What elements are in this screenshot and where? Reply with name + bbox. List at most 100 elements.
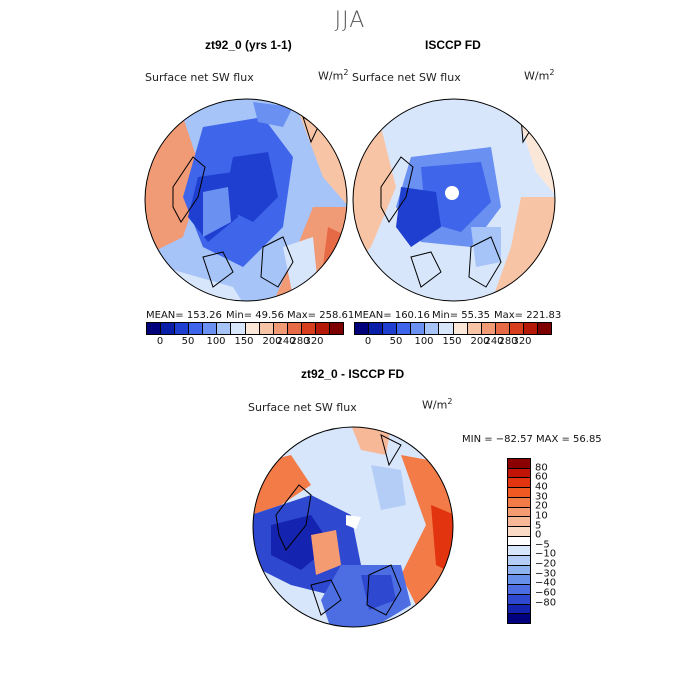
colorbar-tick-label: −60	[535, 587, 557, 599]
colorbar-swatch	[508, 507, 530, 518]
colorbar-swatch	[509, 323, 524, 334]
season-title: JJA	[334, 8, 366, 33]
colorbar-swatch	[508, 459, 530, 469]
colorbar-swatch	[508, 468, 530, 479]
colorbar-tick-label: 0	[535, 529, 542, 541]
colorbar-tick-label: 200	[262, 336, 282, 347]
colorbar-tick-label: 150	[442, 336, 462, 347]
colorbar-tick-label: 0	[364, 336, 372, 347]
colorbar-tick-label: 10	[535, 510, 548, 522]
colorbar-swatch	[481, 323, 496, 334]
colorbar-swatch	[508, 488, 530, 498]
colorbar-swatch	[508, 536, 530, 547]
panel3-colorbar	[507, 458, 531, 624]
colorbar-swatch	[330, 323, 344, 334]
panel3-minmax: MIN = −82.57 MAX = 56.85	[462, 434, 602, 445]
colorbar-swatch	[273, 323, 288, 334]
colorbar-swatch	[453, 323, 468, 334]
panel3-polar-map	[252, 426, 454, 628]
colorbar-tick-label: 20	[535, 500, 548, 512]
colorbar-swatch	[523, 323, 539, 334]
colorbar-swatch	[508, 497, 530, 508]
colorbar-swatch	[397, 323, 412, 334]
colorbar-swatch	[369, 323, 384, 334]
colorbar-swatch	[245, 323, 260, 334]
panel1-colorbar-ticks: 0 50 100 150 200 240 280 320	[146, 336, 344, 348]
panel1-title: zt92_0 (yrs 1-1)	[205, 38, 292, 52]
panel1-variable: Surface net SW flux	[145, 71, 254, 84]
panel1-colorbar	[146, 322, 344, 335]
colorbar-tick-label: 50	[181, 336, 195, 347]
colorbar-tick-label: −30	[535, 568, 557, 580]
colorbar-swatch	[175, 323, 190, 334]
colorbar-swatch	[411, 323, 426, 334]
colorbar-tick-label: 320	[304, 336, 324, 347]
colorbar-swatch	[508, 478, 530, 489]
colorbar-swatch	[287, 323, 302, 334]
colorbar-swatch	[315, 323, 331, 334]
colorbar-swatch	[301, 323, 316, 334]
colorbar-swatch	[495, 323, 510, 334]
colorbar-tick-label: 30	[535, 491, 548, 503]
panel3-title: zt92_0 - ISCCP FD	[301, 367, 405, 381]
colorbar-tick-label: 280	[498, 336, 518, 347]
panel2-min: Min= 55.35	[432, 310, 490, 321]
panel2-title: ISCCP FD	[425, 38, 481, 52]
colorbar-swatch	[508, 546, 530, 557]
colorbar-swatch	[508, 575, 530, 586]
panel1-mean: MEAN= 153.26	[146, 310, 222, 321]
colorbar-swatch	[425, 323, 440, 334]
colorbar-tick-label: −80	[535, 597, 557, 609]
colorbar-swatch	[231, 323, 246, 334]
panel2-colorbar	[354, 322, 552, 335]
colorbar-tick-label: 200	[470, 336, 490, 347]
panel1-max: Max= 258.61	[287, 310, 355, 321]
colorbar-tick-label: −10	[535, 548, 557, 560]
colorbar-swatch	[383, 323, 398, 334]
colorbar-tick-label: 320	[512, 336, 532, 347]
panel3-unit: W/m2	[422, 397, 453, 412]
colorbar-tick-label: 280	[290, 336, 310, 347]
panel2-variable: Surface net SW flux	[352, 71, 461, 84]
panel2-mean: MEAN= 160.16	[354, 310, 430, 321]
panel1-polar-map	[144, 98, 348, 302]
colorbar-tick-label: 5	[535, 520, 542, 532]
colorbar-tick-label: 80	[535, 462, 548, 474]
colorbar-swatch	[467, 323, 482, 334]
colorbar-swatch	[508, 594, 530, 605]
colorbar-tick-label: 240	[484, 336, 504, 347]
colorbar-swatch	[508, 556, 530, 566]
colorbar-swatch	[538, 323, 552, 334]
colorbar-swatch	[439, 323, 454, 334]
colorbar-tick-label: 240	[276, 336, 296, 347]
colorbar-swatch	[355, 323, 370, 334]
colorbar-tick-label: 60	[535, 471, 548, 483]
panel2-max: Max= 221.83	[494, 310, 562, 321]
panel2-unit: W/m2	[524, 68, 555, 83]
colorbar-swatch	[508, 565, 530, 576]
colorbar-tick-label: 0	[156, 336, 164, 347]
panel2-colorbar-ticks: 0 50 100 150 200 240 280 320	[354, 336, 552, 348]
colorbar-swatch	[189, 323, 204, 334]
colorbar-swatch	[508, 517, 530, 527]
panel3-variable: Surface net SW flux	[248, 401, 357, 414]
colorbar-tick-label: 150	[234, 336, 254, 347]
colorbar-swatch	[161, 323, 176, 334]
colorbar-swatch	[217, 323, 232, 334]
colorbar-swatch	[508, 604, 530, 615]
colorbar-swatch	[508, 526, 530, 537]
colorbar-tick-label: 100	[206, 336, 226, 347]
colorbar-swatch	[259, 323, 274, 334]
colorbar-tick-label: −40	[535, 577, 557, 589]
colorbar-swatch	[147, 323, 162, 334]
colorbar-tick-label: −20	[535, 558, 557, 570]
colorbar-tick-label: 100	[414, 336, 434, 347]
colorbar-swatch	[508, 614, 530, 623]
panel1-unit: W/m2	[318, 68, 349, 83]
colorbar-swatch	[508, 585, 530, 595]
panel1-min: Min= 49.56	[226, 310, 284, 321]
colorbar-tick-label: 40	[535, 481, 548, 493]
colorbar-swatch	[203, 323, 218, 334]
panel2-polar-map	[352, 98, 556, 302]
colorbar-tick-label: −5	[535, 539, 550, 551]
